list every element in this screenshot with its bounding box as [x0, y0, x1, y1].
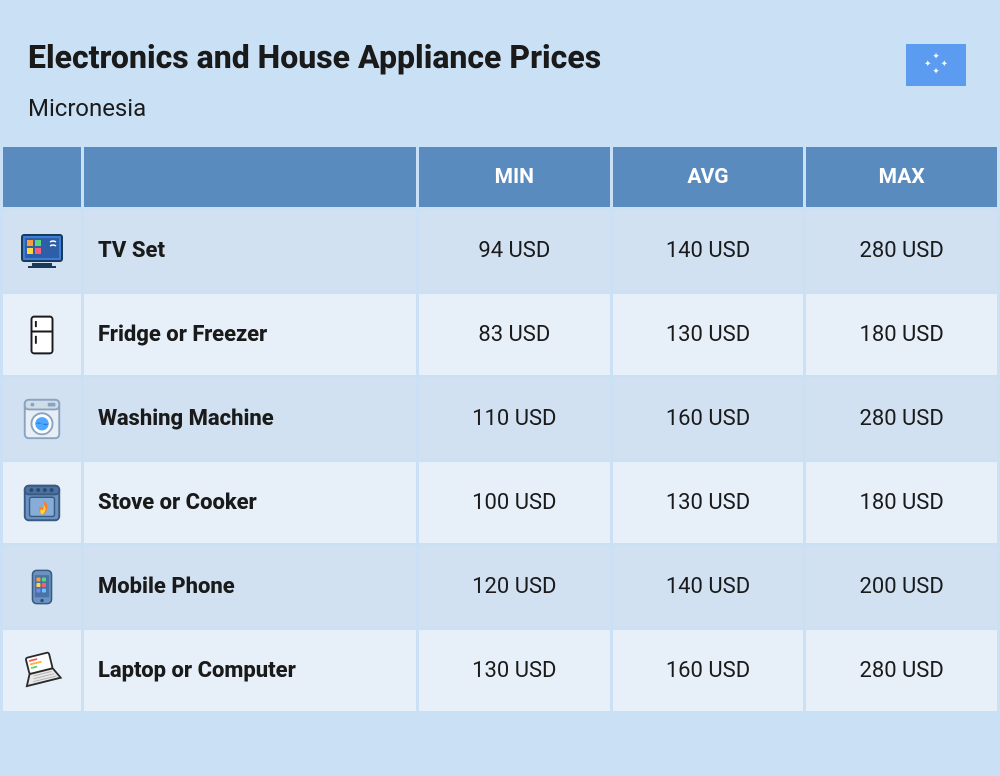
cell-avg: 160 USD: [613, 378, 804, 459]
cell-avg: 130 USD: [613, 294, 804, 375]
cell-avg: 160 USD: [613, 630, 804, 711]
cell-min: 100 USD: [419, 462, 610, 543]
col-min: MIN: [419, 147, 610, 207]
table-row: Washing Machine110 USD160 USD280 USD: [3, 378, 997, 459]
col-avg: AVG: [613, 147, 804, 207]
cell-max: 280 USD: [806, 630, 997, 711]
row-name: Washing Machine: [84, 378, 416, 459]
cell-max: 180 USD: [806, 294, 997, 375]
price-table: MIN AVG MAX TV Set94 USD140 USD280 USDFr…: [0, 144, 1000, 714]
table-row: Mobile Phone120 USD140 USD200 USD: [3, 546, 997, 627]
col-name: [84, 147, 416, 207]
row-name: TV Set: [84, 210, 416, 291]
cell-max: 280 USD: [806, 210, 997, 291]
cell-avg: 130 USD: [613, 462, 804, 543]
cell-min: 130 USD: [419, 630, 610, 711]
col-max: MAX: [806, 147, 997, 207]
fridge-icon: [3, 294, 81, 375]
tv-icon: [3, 210, 81, 291]
cell-max: 280 USD: [806, 378, 997, 459]
laptop-icon: [3, 630, 81, 711]
row-name: Stove or Cooker: [84, 462, 416, 543]
stove-icon: [3, 462, 81, 543]
cell-max: 180 USD: [806, 462, 997, 543]
washer-icon: [3, 378, 81, 459]
row-name: Mobile Phone: [84, 546, 416, 627]
table-row: TV Set94 USD140 USD280 USD: [3, 210, 997, 291]
table-header-row: MIN AVG MAX: [3, 147, 997, 207]
cell-min: 120 USD: [419, 546, 610, 627]
page-title: Electronics and House Appliance Prices: [28, 38, 972, 76]
table-row: Laptop or Computer130 USD160 USD280 USD: [3, 630, 997, 711]
row-name: Laptop or Computer: [84, 630, 416, 711]
phone-icon: [3, 546, 81, 627]
cell-avg: 140 USD: [613, 546, 804, 627]
cell-min: 110 USD: [419, 378, 610, 459]
flag-icon: ✦ ✦ ✦ ✦: [906, 44, 966, 86]
cell-avg: 140 USD: [613, 210, 804, 291]
header: Electronics and House Appliance Prices M…: [0, 0, 1000, 144]
cell-min: 94 USD: [419, 210, 610, 291]
table-row: Fridge or Freezer83 USD130 USD180 USD: [3, 294, 997, 375]
col-icon: [3, 147, 81, 207]
row-name: Fridge or Freezer: [84, 294, 416, 375]
cell-max: 200 USD: [806, 546, 997, 627]
cell-min: 83 USD: [419, 294, 610, 375]
table-row: Stove or Cooker100 USD130 USD180 USD: [3, 462, 997, 543]
page-subtitle: Micronesia: [28, 94, 972, 122]
